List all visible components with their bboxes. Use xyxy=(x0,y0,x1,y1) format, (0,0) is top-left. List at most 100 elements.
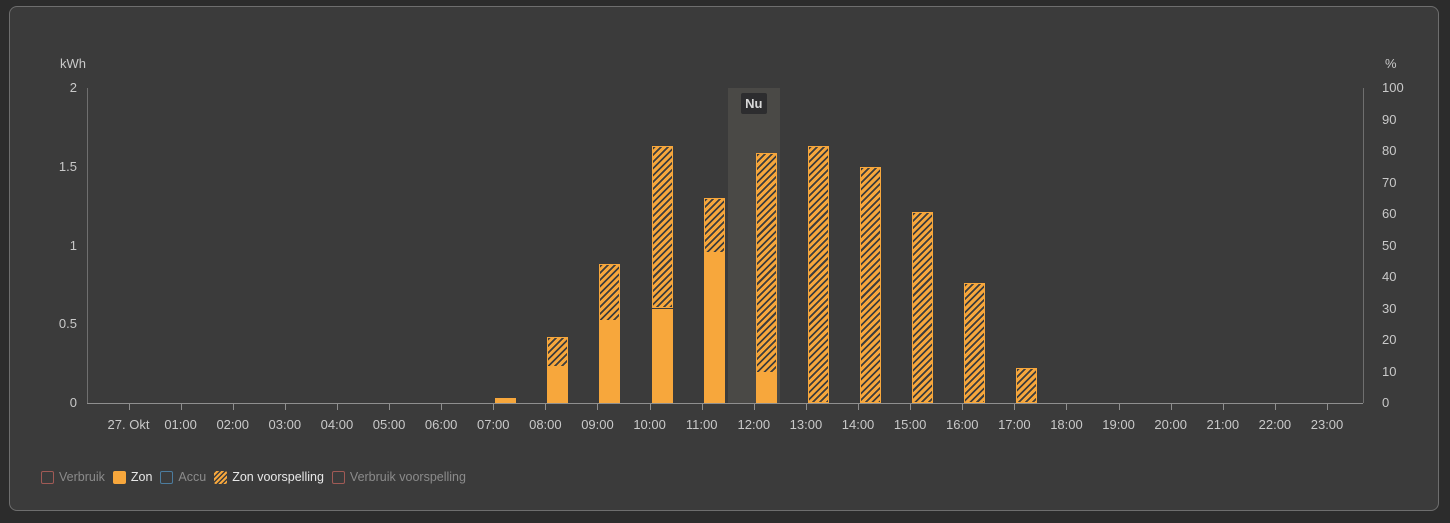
legend-swatch-icon xyxy=(41,470,54,484)
x-axis-tick xyxy=(1327,403,1329,410)
x-axis-label: 01:00 xyxy=(164,417,197,432)
x-axis-tick xyxy=(284,403,286,410)
legend-item-zon[interactable]: Zon xyxy=(112,470,153,484)
bar-zon-voorspelling[interactable] xyxy=(755,152,777,374)
bar-zon[interactable] xyxy=(599,321,621,403)
x-axis-label: 20:00 xyxy=(1154,417,1187,432)
x-axis-tick xyxy=(805,403,807,410)
x-axis-tick xyxy=(701,403,703,410)
legend-item-zon-voorspelling[interactable]: Zon voorspelling xyxy=(214,470,324,484)
y-axis-right-tick-label: 80 xyxy=(1382,143,1397,158)
x-axis-label: 27. Okt xyxy=(107,417,150,432)
bar-zon[interactable] xyxy=(703,253,725,403)
x-axis-tick xyxy=(1274,403,1276,410)
y-axis-right-title: % xyxy=(1385,56,1397,71)
legend-swatch-icon xyxy=(160,470,174,484)
y-axis-right-tick-label: 10 xyxy=(1382,363,1397,379)
x-axis-tick xyxy=(545,403,547,410)
x-axis-label: 06:00 xyxy=(424,417,458,432)
x-axis-label: 09:00 xyxy=(581,417,614,432)
x-axis-tick xyxy=(389,403,391,410)
legend-item-verbruik[interactable]: Verbruik xyxy=(41,470,105,484)
x-axis-label: 02:00 xyxy=(216,417,249,432)
legend-swatch-icon xyxy=(331,470,345,484)
legend-label: Verbruik voorspelling xyxy=(349,470,466,484)
y-axis-right-tick-label: 0 xyxy=(1382,395,1390,410)
x-axis-label: 12:00 xyxy=(737,417,771,432)
x-axis-tick xyxy=(128,403,130,410)
x-axis-tick xyxy=(597,403,599,410)
now-label: Nu xyxy=(740,93,767,114)
y-axis-left-tick-label: 1.5 xyxy=(58,158,77,174)
y-axis-right-tick-label: 50 xyxy=(1382,237,1397,253)
legend-swatch-icon xyxy=(214,470,228,484)
x-axis-tick xyxy=(441,403,443,410)
x-axis-label: 05:00 xyxy=(372,417,406,432)
y-axis-right-line xyxy=(1363,88,1364,403)
x-axis-tick xyxy=(1170,403,1172,410)
y-axis-right-tick-label: 70 xyxy=(1382,174,1397,190)
y-axis-right-tick-label: 30 xyxy=(1382,300,1397,316)
bar-zon-voorspelling[interactable] xyxy=(547,336,569,367)
x-axis-label: 11:00 xyxy=(685,417,718,432)
y-axis-left-title: kWh xyxy=(60,56,86,71)
bar-zon[interactable] xyxy=(755,373,777,403)
y-axis-right-tick-label: 20 xyxy=(1382,332,1397,347)
legend-item-accu[interactable]: Accu xyxy=(160,470,206,484)
x-axis-label: 16:00 xyxy=(945,417,979,432)
legend-label: Verbruik xyxy=(59,470,105,484)
bar-zon[interactable] xyxy=(651,308,673,403)
bar-zon-voorspelling[interactable] xyxy=(912,212,934,403)
x-axis-tick xyxy=(493,403,495,410)
x-axis-tick xyxy=(1118,403,1120,410)
y-axis-left-tick-label: 2 xyxy=(69,80,77,95)
x-axis-line xyxy=(86,403,1363,404)
bar-zon-voorspelling[interactable] xyxy=(964,283,986,403)
x-axis-tick xyxy=(649,403,651,410)
x-axis-tick xyxy=(1066,403,1068,410)
x-axis-label: 17:00 xyxy=(998,417,1031,432)
y-axis-left-tick-label: 0.5 xyxy=(58,316,77,332)
y-axis-left-tick-label: 1 xyxy=(69,237,77,253)
bar-zon-voorspelling[interactable] xyxy=(703,198,725,254)
bar-zon-voorspelling[interactable] xyxy=(807,146,829,403)
x-axis-label: 04:00 xyxy=(320,417,354,432)
x-axis-label: 07:00 xyxy=(476,417,510,432)
y-axis-right-tick-label: 100 xyxy=(1382,80,1404,95)
y-axis-left-tick-label: 0 xyxy=(69,395,77,410)
x-axis-label: 21:00 xyxy=(1206,417,1240,432)
x-axis-tick xyxy=(336,403,338,410)
x-axis-tick xyxy=(753,403,755,410)
x-axis-label: 03:00 xyxy=(268,417,302,432)
y-axis-left-line xyxy=(86,88,88,403)
legend-item-verbruik-voorspelling[interactable]: Verbruik voorspelling xyxy=(331,470,466,484)
x-axis-tick xyxy=(910,403,912,410)
legend-label: Zon xyxy=(130,470,153,484)
x-axis-label: 10:00 xyxy=(633,417,666,432)
bar-zon-voorspelling[interactable] xyxy=(651,146,673,309)
chart-legend: Verbruik Zon Accu Zon voorspelling Verbruik … xyxy=(41,470,466,484)
x-axis-tick xyxy=(180,403,182,410)
legend-label: Accu xyxy=(178,470,207,484)
legend-swatch-icon xyxy=(112,470,126,484)
x-axis-tick xyxy=(1014,403,1016,410)
y-axis-right-tick-label: 40 xyxy=(1382,269,1397,284)
bar-zon[interactable] xyxy=(495,398,517,403)
x-axis-label: 15:00 xyxy=(893,417,927,432)
x-axis-tick xyxy=(1222,403,1224,410)
x-axis-label: 18:00 xyxy=(1050,417,1083,432)
x-axis-label: 19:00 xyxy=(1102,417,1135,432)
bar-zon-voorspelling[interactable] xyxy=(599,264,621,322)
y-axis-right-tick-label: 90 xyxy=(1382,111,1397,127)
x-axis-label: 14:00 xyxy=(841,417,875,432)
x-axis-label: 13:00 xyxy=(789,417,823,432)
y-axis-right-tick-label: 60 xyxy=(1382,206,1397,221)
x-axis-tick xyxy=(858,403,860,410)
bar-zon[interactable] xyxy=(547,366,569,403)
x-axis-label: 08:00 xyxy=(529,417,562,432)
energy-chart-card: kWh % Verbruik Zon Accu Zon voorspelling Ver… xyxy=(9,6,1439,511)
bar-zon-voorspelling[interactable] xyxy=(860,166,882,403)
x-axis-label: 22:00 xyxy=(1258,417,1292,432)
bar-zon-voorspelling[interactable] xyxy=(1016,368,1038,403)
x-axis-tick xyxy=(232,403,234,410)
